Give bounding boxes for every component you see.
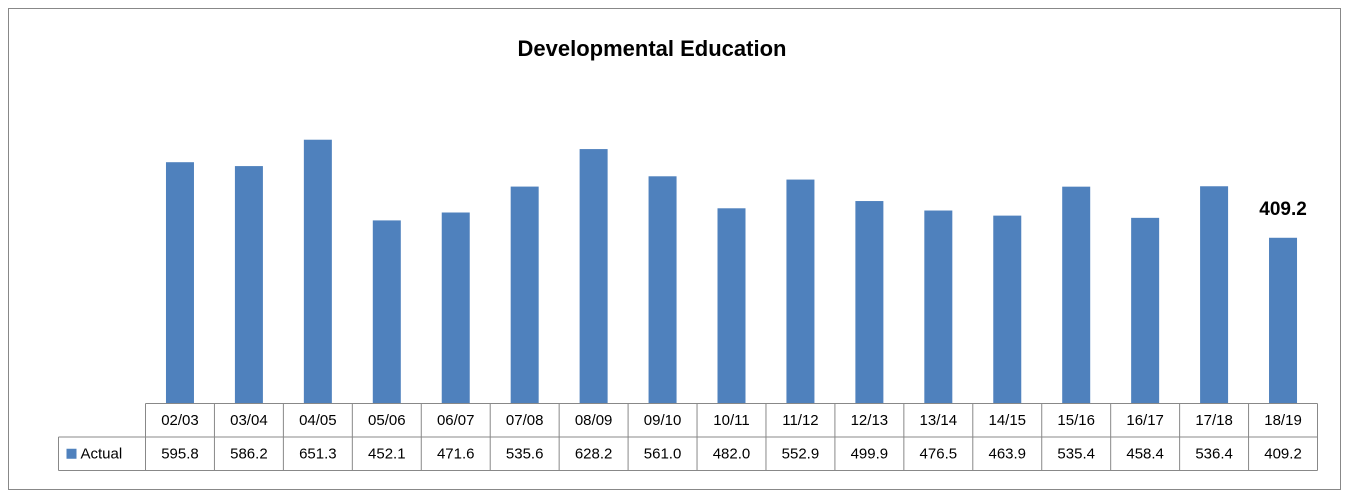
table-value: 651.3 <box>299 446 337 463</box>
table-value: 536.4 <box>1195 446 1233 463</box>
table-value: 482.0 <box>713 446 751 463</box>
bar <box>234 166 263 404</box>
bar <box>303 139 332 404</box>
table-value: 595.8 <box>161 446 199 463</box>
x-tick-label: 02/03 <box>161 412 199 429</box>
x-tick-label: 06/07 <box>437 412 475 429</box>
table-value: 471.6 <box>437 446 475 463</box>
legend-label: Actual <box>81 446 123 463</box>
bar <box>855 201 884 404</box>
x-tick-label: 18/19 <box>1264 412 1302 429</box>
table-value: 452.1 <box>368 446 406 463</box>
table-value: 535.4 <box>1057 446 1095 463</box>
x-tick-label: 11/12 <box>782 412 818 429</box>
bar <box>1269 237 1298 404</box>
bar <box>1131 217 1160 404</box>
bar <box>165 162 194 404</box>
table-value: 628.2 <box>575 446 613 463</box>
x-tick-label: 15/16 <box>1057 412 1095 429</box>
x-tick-label: 09/10 <box>644 412 682 429</box>
legend-swatch <box>66 448 77 459</box>
bar <box>1200 186 1229 404</box>
table-value: 561.0 <box>644 446 682 463</box>
x-tick-label: 05/06 <box>368 412 406 429</box>
bar <box>510 186 539 404</box>
x-tick-label: 04/05 <box>299 412 337 429</box>
x-tick-label: 03/04 <box>230 412 268 429</box>
x-tick-label: 16/17 <box>1126 412 1164 429</box>
bar <box>579 149 608 404</box>
bar <box>648 176 677 404</box>
x-tick-label: 17/18 <box>1195 412 1233 429</box>
x-tick-label: 14/15 <box>988 412 1026 429</box>
bar <box>993 215 1022 404</box>
bar <box>717 208 746 404</box>
data-label: 409.2 <box>1259 199 1307 220</box>
bar <box>924 210 953 404</box>
table-value: 535.6 <box>506 446 544 463</box>
bar <box>1062 186 1091 404</box>
table-value: 463.9 <box>988 446 1026 463</box>
x-tick-label: 12/13 <box>851 412 889 429</box>
bar <box>786 179 815 404</box>
table-value: 409.2 <box>1264 446 1302 463</box>
x-tick-label: 13/14 <box>920 412 958 429</box>
chart-title: Developmental Education <box>518 36 787 61</box>
x-tick-label: 07/08 <box>506 412 544 429</box>
bar <box>441 212 470 404</box>
table-value: 586.2 <box>230 446 268 463</box>
table-value: 499.9 <box>851 446 889 463</box>
x-tick-label: 10/11 <box>713 412 749 429</box>
table-value: 458.4 <box>1126 446 1164 463</box>
table-value: 476.5 <box>920 446 958 463</box>
bar <box>372 220 401 404</box>
x-tick-label: 08/09 <box>575 412 613 429</box>
table-value: 552.9 <box>782 446 820 463</box>
